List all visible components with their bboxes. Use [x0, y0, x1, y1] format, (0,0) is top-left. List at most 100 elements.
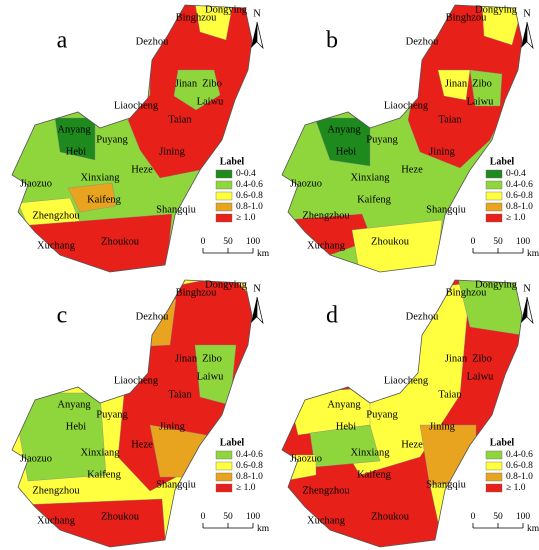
north-arrow — [256, 296, 264, 325]
north-label: N — [523, 283, 531, 294]
map-regions — [282, 5, 522, 272]
city-label: Zhoukou — [371, 236, 410, 247]
city-label: Dezhou — [136, 36, 169, 47]
region — [437, 69, 471, 101]
city-label: Puyang — [96, 409, 128, 420]
region — [173, 69, 221, 111]
north-label: N — [523, 8, 531, 19]
city-label: Jiaozuo — [290, 453, 322, 464]
city-label: Xinxiang — [350, 172, 390, 183]
scale-unit: km — [527, 249, 539, 259]
city-label: Binghzou — [176, 12, 218, 23]
city-label: Dezhou — [406, 311, 439, 322]
map-outline — [281, 279, 523, 548]
city-label: Heze — [131, 439, 153, 450]
scale-label: 0 — [201, 512, 206, 522]
city-label: Anyang — [327, 399, 361, 410]
legend-swatch — [485, 202, 503, 212]
city-label: Jining — [159, 421, 185, 432]
city-label: Xinxiang — [350, 447, 390, 458]
map-outline — [281, 4, 523, 273]
city-label: Zhoukou — [101, 511, 140, 522]
legend-swatch — [215, 180, 233, 190]
city-label: Heze — [401, 439, 423, 450]
city-label: Heze — [401, 164, 423, 175]
legend-swatch — [215, 191, 233, 201]
city-label: Taian — [168, 389, 192, 400]
legend-swatch — [215, 472, 233, 482]
city-label: Xuchang — [37, 515, 76, 526]
map-outline — [11, 279, 253, 548]
city-label: Dezhou — [406, 36, 439, 47]
legend-label: 0.8-1.0 — [506, 472, 533, 482]
city-label: Hebi — [336, 146, 356, 157]
legend-label: ≥ 1.0 — [236, 483, 256, 493]
city-label: Puyang — [96, 134, 128, 145]
legend-swatch — [215, 483, 233, 493]
city-label: Shangqiu — [156, 479, 196, 490]
city-label: Anyang — [327, 124, 361, 135]
region — [469, 69, 503, 107]
region — [54, 117, 96, 161]
legend-label: ≥ 1.0 — [236, 213, 256, 223]
legend-label: 0.8-1.0 — [236, 202, 263, 212]
legend-label: 0.6-0.8 — [506, 461, 533, 471]
legend-swatch — [215, 450, 233, 460]
city-label: Zibo — [202, 353, 222, 364]
city-label: Shangqiu — [426, 479, 466, 490]
panel-letter: b — [326, 28, 338, 54]
scale-label: 50 — [223, 237, 233, 247]
city-label: Binghzou — [446, 287, 488, 298]
legend-swatch — [485, 483, 503, 493]
map-regions — [282, 280, 522, 547]
city-label: Laiwu — [467, 371, 495, 382]
city-label: Shangqiu — [426, 204, 466, 215]
city-label: Jinan — [445, 353, 468, 364]
legend-swatch — [485, 213, 503, 223]
city-label: Jining — [429, 421, 455, 432]
legend-label: 0.4-0.6 — [236, 450, 263, 460]
north-arrow — [256, 21, 264, 50]
legend-label: 0.4-0.6 — [506, 180, 533, 190]
city-label: Zhoukou — [371, 511, 410, 522]
city-label: Laiwu — [197, 371, 225, 382]
city-label: Kaifeng — [357, 194, 392, 205]
city-label: Xuchang — [37, 240, 76, 251]
city-label: Jinan — [445, 78, 468, 89]
city-label: Puyang — [366, 409, 398, 420]
city-label: Zibo — [472, 78, 492, 89]
legend-label: 0.8-1.0 — [506, 202, 533, 212]
legend-swatch — [215, 169, 233, 179]
north-arrow — [251, 297, 257, 323]
scale-unit: km — [257, 524, 270, 534]
city-label: Jiaozuo — [290, 178, 322, 189]
city-label: Heze — [131, 164, 153, 175]
city-label: Hebi — [66, 146, 86, 157]
legend-title: Label — [490, 437, 515, 448]
city-label: Jinan — [175, 353, 198, 364]
city-label: Anyang — [57, 124, 91, 135]
scale-label: 100 — [516, 237, 531, 247]
city-label: Dongying — [205, 279, 248, 290]
panel-letter: d — [326, 303, 338, 329]
city-label: Dongying — [205, 4, 248, 15]
city-label: Zhengzhou — [302, 210, 350, 221]
city-label: Binghzou — [446, 12, 488, 23]
panel-letter: a — [57, 28, 68, 54]
city-label: Zibo — [202, 78, 222, 89]
scale-label: 50 — [223, 512, 233, 522]
region — [314, 117, 371, 167]
city-label: Hebi — [66, 421, 86, 432]
legend-title: Label — [220, 437, 245, 448]
city-label: Xinxiang — [80, 447, 120, 458]
city-label: Jining — [159, 146, 185, 157]
region — [123, 298, 177, 348]
legend-label: 0.6-0.8 — [236, 461, 263, 471]
legend-label: 0-0.4 — [236, 169, 256, 179]
panel-letter: c — [57, 303, 68, 329]
legend-swatch — [215, 213, 233, 223]
city-label: Shangqiu — [156, 204, 196, 215]
